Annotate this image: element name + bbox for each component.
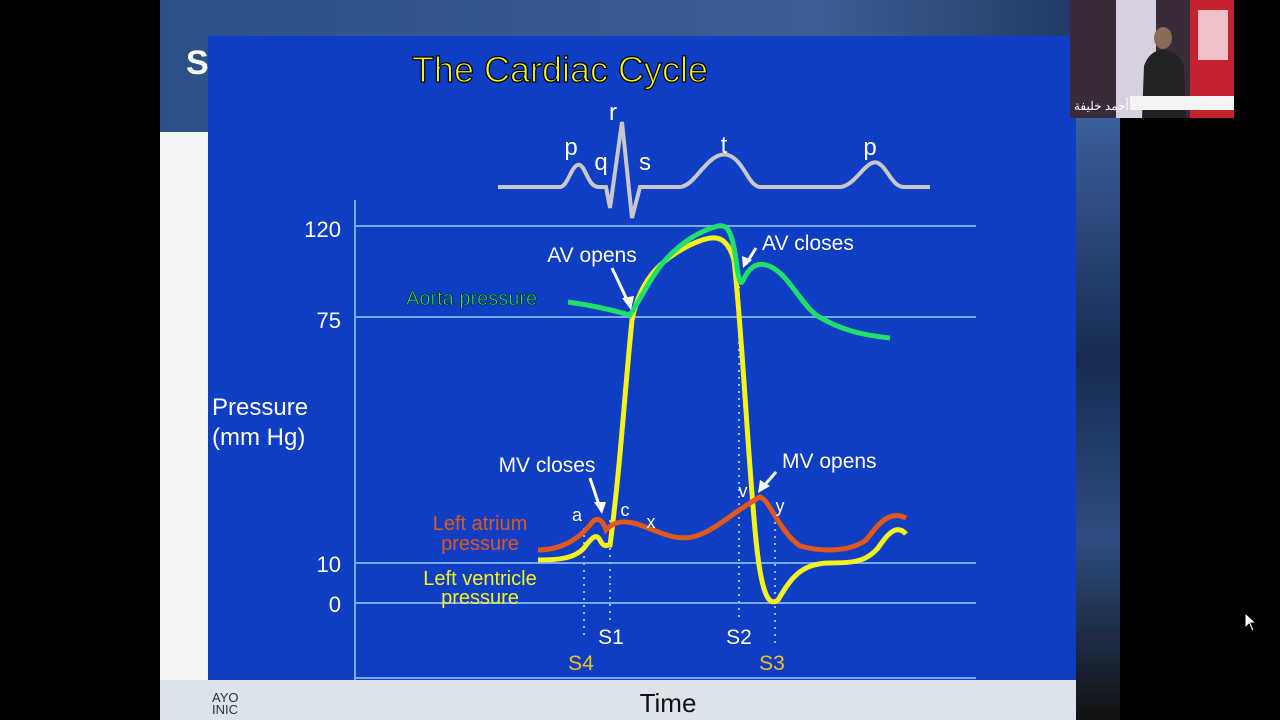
participant-head-icon (1154, 27, 1172, 49)
participant-video-frame (1070, 0, 1234, 118)
y-axis-label-line1: Pressure (212, 394, 308, 421)
footer-logo-line2: INIC (212, 702, 238, 717)
y-tick-75: 75 (317, 308, 341, 333)
sound-label-s3: S3 (759, 652, 785, 675)
slide-left-panel (160, 132, 208, 692)
arrowhead-av-opens (622, 296, 634, 310)
y-axis-label-line2: (mm Hg) (212, 424, 305, 451)
diagram-title: The Cardiac Cycle (412, 49, 708, 90)
video-backdrop-window (1198, 10, 1228, 60)
ecg-trace (498, 121, 930, 219)
video-lower-banner (1130, 96, 1234, 110)
participant-video-tile[interactable] (1070, 0, 1234, 118)
sound-label-s1: S1 (598, 626, 624, 649)
aorta-pressure-curve (567, 223, 891, 341)
diagram-background (208, 36, 1076, 680)
arrowhead-av-closes (742, 256, 752, 268)
annotation-mv-closes: MV closes (499, 454, 596, 477)
series-label-aorta: Aorta pressure (406, 288, 537, 310)
footer-logo: AYO (212, 690, 239, 705)
sound-label-s4: S4 (568, 652, 594, 675)
ecg-label-q: q (594, 149, 607, 176)
series-label-left-ventricle-line1: Left ventricle (423, 568, 536, 590)
y-tick-10: 10 (317, 552, 341, 577)
mouse-cursor-icon (1244, 612, 1258, 632)
series-label-left-ventricle-line2: pressure (441, 587, 519, 609)
y-tick-0: 0 (329, 592, 341, 617)
slide-right-decoration (1076, 118, 1120, 720)
ecg-label-t: t (721, 132, 728, 159)
arrowhead-mv-closes (594, 502, 606, 514)
wave-label-a: a (572, 505, 583, 525)
ecg-label-r: r (609, 99, 617, 126)
arrowhead-mv-opens (758, 480, 770, 493)
annotation-av-opens: AV opens (547, 244, 637, 267)
wave-label-v: v (739, 481, 748, 501)
gridlines (355, 225, 976, 604)
participant-name: أحمد خليفة (1074, 99, 1129, 113)
wave-label-c: c (621, 500, 630, 520)
sound-label-s2: S2 (726, 626, 752, 649)
left-ventricle-pressure-curve (537, 235, 908, 605)
ecg-label-s: s (639, 149, 651, 176)
y-tick-120: 120 (304, 217, 341, 242)
annotation-av-closes: AV closes (762, 232, 854, 255)
ecg-label-p2: p (863, 134, 876, 161)
ecg-label-p1: p (564, 134, 577, 161)
x-axis-label: Time (640, 688, 697, 718)
wave-label-y: y (776, 496, 785, 516)
left-atrium-pressure-curve (537, 494, 908, 553)
series-label-left-atrium-line2: pressure (441, 533, 519, 555)
annotation-mv-opens: MV opens (782, 450, 877, 473)
series-label-left-atrium-line1: Left atrium (433, 513, 527, 535)
slide-heading: S (186, 44, 209, 82)
slide-footer-band (160, 680, 1098, 720)
wave-label-x: x (647, 512, 656, 532)
